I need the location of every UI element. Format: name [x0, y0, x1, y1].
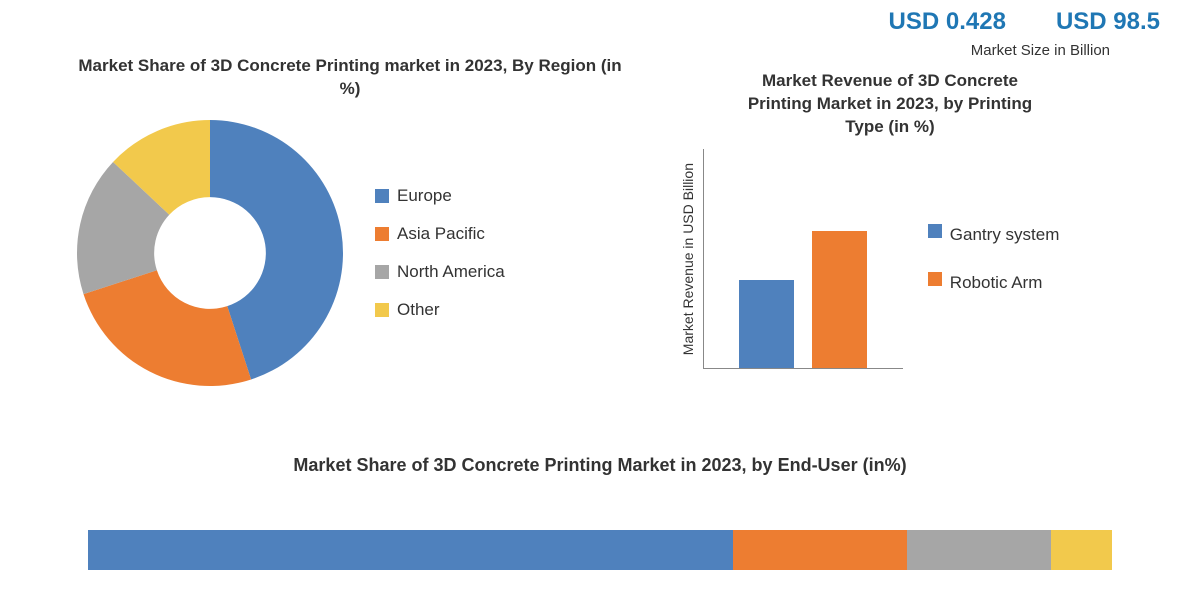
stacked-segment: [1051, 530, 1112, 570]
top-market-values: USD 0.428 USD 98.5: [889, 8, 1160, 36]
legend-label: Robotic Arm: [950, 272, 1043, 294]
donut-slice: [84, 270, 252, 386]
legend-item: Robotic Arm: [928, 272, 1060, 294]
donut-chart-title: Market Share of 3D Concrete Printing mar…: [70, 55, 630, 101]
market-size-caption: Market Size in Billion: [971, 42, 1110, 59]
bar-chart-ylabel: Market Revenue in USD Billion: [680, 163, 697, 355]
legend-label: North America: [397, 262, 505, 282]
stacked-chart-bar: [88, 530, 1112, 570]
bar-chart-region: Market Revenue of 3D Concrete Printing M…: [680, 70, 1170, 369]
legend-swatch: [375, 227, 389, 241]
legend-swatch: [928, 272, 942, 286]
market-value-start: USD 0.428: [889, 8, 1006, 36]
stacked-segment: [907, 530, 1050, 570]
stacked-segment: [88, 530, 733, 570]
bar-chart-title: Market Revenue of 3D Concrete Printing M…: [740, 70, 1040, 139]
legend-swatch: [928, 224, 942, 238]
legend-label: Europe: [397, 186, 452, 206]
bar-legend: Gantry system Robotic Arm: [928, 224, 1060, 294]
donut-chart-canvas: [70, 113, 350, 393]
donut-chart-region: Market Share of 3D Concrete Printing mar…: [70, 55, 630, 393]
legend-label: Other: [397, 300, 440, 320]
bar-chart-body: Market Revenue in USD Billion Gantry sys…: [680, 149, 1170, 369]
stacked-segment: [733, 530, 907, 570]
legend-item: Europe: [375, 186, 505, 206]
donut-chart-body: Europe Asia Pacific North America Other: [70, 113, 630, 393]
donut-legend: Europe Asia Pacific North America Other: [375, 186, 505, 320]
legend-item: Gantry system: [928, 224, 1060, 246]
legend-item: Other: [375, 300, 505, 320]
legend-swatch: [375, 303, 389, 317]
legend-swatch: [375, 265, 389, 279]
market-value-end: USD 98.5: [1056, 8, 1160, 36]
stacked-chart-title: Market Share of 3D Concrete Printing Mar…: [0, 455, 1200, 476]
legend-label: Gantry system: [950, 224, 1060, 246]
bar: [812, 231, 867, 367]
legend-swatch: [375, 189, 389, 203]
bar-chart-plot: [703, 149, 903, 369]
legend-item: North America: [375, 262, 505, 282]
legend-label: Asia Pacific: [397, 224, 485, 244]
legend-item: Asia Pacific: [375, 224, 505, 244]
bar: [739, 280, 794, 368]
